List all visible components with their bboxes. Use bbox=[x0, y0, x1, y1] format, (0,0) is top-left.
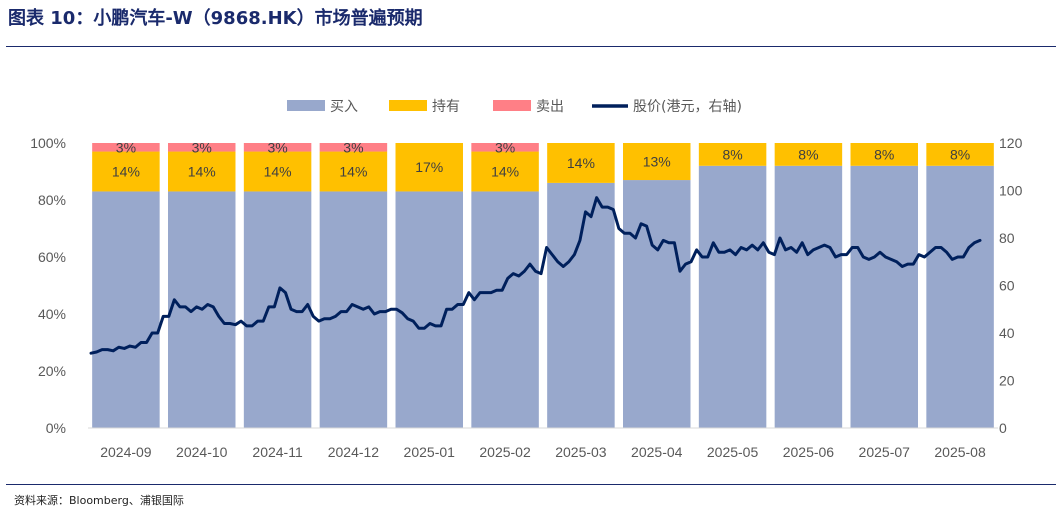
x-tick-label: 2024-10 bbox=[176, 444, 228, 460]
bar-买入-2025-03 bbox=[547, 182, 615, 428]
bar-持有-2025-05 bbox=[698, 143, 767, 166]
legend-label: 买入 bbox=[330, 99, 358, 115]
bar-买入-2025-07 bbox=[850, 165, 918, 429]
y-left-tick-label: 100% bbox=[30, 135, 66, 151]
bar-持有-2025-04 bbox=[623, 143, 691, 181]
data-label-持有-2024-09: 14% bbox=[112, 164, 140, 180]
y-left-tick-label: 80% bbox=[38, 192, 66, 208]
bar-卖出-2024-11 bbox=[243, 143, 312, 152]
bar-持有-2025-01 bbox=[395, 143, 463, 192]
bar-买入-2025-06 bbox=[774, 165, 843, 429]
price-line bbox=[89, 196, 982, 355]
bar-持有-2025-08 bbox=[926, 143, 994, 166]
y-left-tick-label: 0% bbox=[46, 420, 66, 436]
legend-label: 卖出 bbox=[536, 99, 564, 115]
data-label-持有-2025-02: 14% bbox=[491, 164, 519, 180]
bar-持有-2024-11 bbox=[243, 151, 312, 192]
y-left-tick-label: 40% bbox=[38, 306, 66, 322]
x-tick-label: 2025-02 bbox=[479, 444, 531, 460]
y-right-tick-label: 0 bbox=[999, 420, 1007, 436]
x-tick-label: 2024-09 bbox=[100, 444, 152, 460]
bar-买入-2025-05 bbox=[698, 165, 767, 429]
data-label-持有-2025-03: 14% bbox=[567, 155, 595, 171]
footer-rule bbox=[6, 484, 1056, 485]
y-right-tick-label: 20 bbox=[999, 373, 1015, 389]
legend-swatch-持有 bbox=[389, 100, 427, 111]
data-label-持有-2025-05: 8% bbox=[722, 146, 742, 162]
bar-卖出-2024-12 bbox=[319, 143, 388, 152]
y-right-tick-label: 100 bbox=[999, 183, 1023, 199]
bar-买入-2024-12 bbox=[319, 191, 388, 428]
data-label-卖出-2024-10: 3% bbox=[192, 139, 212, 155]
bar-卖出-2024-09 bbox=[92, 143, 160, 152]
bar-买入-2025-04 bbox=[623, 180, 691, 428]
bar-持有-2025-07 bbox=[850, 143, 918, 166]
bar-买入-2024-11 bbox=[243, 191, 312, 428]
figure-title: 图表 10：小鹏汽车-W（9868.HK）市场普遍预期 bbox=[8, 8, 423, 29]
source-note: 资料来源：Bloomberg、浦银国际 bbox=[14, 494, 184, 507]
data-label-卖出-2024-11: 3% bbox=[267, 139, 287, 155]
bar-买入-2025-08 bbox=[926, 165, 994, 429]
y-right-tick-label: 80 bbox=[999, 230, 1015, 246]
data-label-卖出-2024-09: 3% bbox=[116, 139, 136, 155]
data-label-持有-2024-12: 14% bbox=[339, 164, 367, 180]
bar-持有-2025-02 bbox=[471, 151, 539, 192]
data-label-卖出-2025-02: 3% bbox=[495, 139, 515, 155]
x-tick-label: 2025-07 bbox=[859, 444, 911, 460]
bar-持有-2025-06 bbox=[774, 143, 843, 166]
bar-持有-2024-09 bbox=[92, 151, 160, 192]
x-tick-label: 2025-06 bbox=[783, 444, 835, 460]
data-label-持有-2025-01: 17% bbox=[415, 159, 443, 175]
x-tick-label: 2025-05 bbox=[707, 444, 759, 460]
data-label-持有-2025-08: 8% bbox=[950, 146, 970, 162]
bar-持有-2024-10 bbox=[168, 151, 236, 192]
data-label-卖出-2024-12: 3% bbox=[343, 139, 363, 155]
y-right-tick-label: 120 bbox=[999, 135, 1023, 151]
y-left-tick-label: 60% bbox=[38, 249, 66, 265]
x-tick-label: 2024-11 bbox=[252, 444, 303, 460]
x-tick-label: 2025-01 bbox=[404, 444, 456, 460]
bar-卖出-2024-10 bbox=[168, 143, 236, 152]
legend-swatch-卖出 bbox=[493, 100, 531, 111]
bar-持有-2024-12 bbox=[319, 151, 388, 192]
x-tick-label: 2025-08 bbox=[934, 444, 986, 460]
data-label-持有-2025-06: 8% bbox=[798, 146, 818, 162]
bar-持有-2025-03 bbox=[547, 143, 615, 183]
y-right-tick-label: 40 bbox=[999, 325, 1015, 341]
bar-卖出-2025-02 bbox=[471, 143, 539, 152]
bar-买入-2025-02 bbox=[471, 191, 539, 428]
y-right-tick-label: 60 bbox=[999, 278, 1015, 294]
legend-label: 股价(港元，右轴) bbox=[633, 99, 742, 115]
x-tick-label: 2025-04 bbox=[631, 444, 683, 460]
data-label-持有-2025-07: 8% bbox=[874, 146, 894, 162]
legend-label: 持有 bbox=[432, 99, 460, 115]
legend-swatch-买入 bbox=[287, 100, 325, 111]
x-tick-label: 2024-12 bbox=[328, 444, 380, 460]
x-tick-label: 2025-03 bbox=[555, 444, 607, 460]
data-label-持有-2024-10: 14% bbox=[188, 164, 216, 180]
y-left-tick-label: 20% bbox=[38, 363, 66, 379]
title-rule bbox=[6, 46, 1056, 47]
data-label-持有-2025-04: 13% bbox=[643, 154, 671, 170]
bar-买入-2024-09 bbox=[92, 191, 160, 428]
data-label-持有-2024-11: 14% bbox=[264, 164, 292, 180]
